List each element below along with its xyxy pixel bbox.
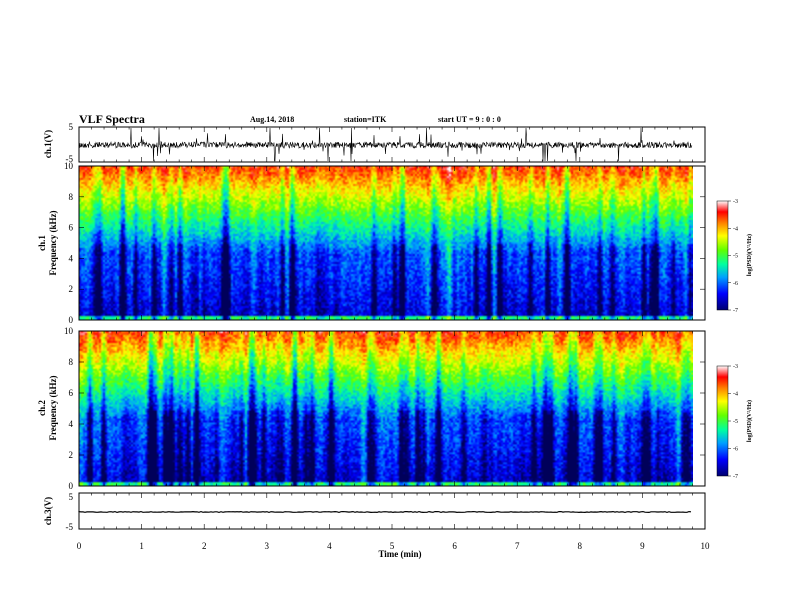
colorbar-tick-label: -3 [733,199,738,205]
time-xticks: 0 1 2 3 4 5 6 7 8 9 10 [77,541,710,551]
y-tick-label: 10 [64,161,74,171]
y-tick-label: 2 [69,450,74,460]
y-tick-label: 8 [69,357,74,367]
ch3-ytick-top: 5 [69,492,74,502]
ch1-colorbar-label: log(PSD)(V²/Hz) [746,234,753,276]
ch1-spectrogram-channel-label: ch.1 [37,235,47,251]
ch2-spectrogram-ticks [78,330,706,487]
ch1-spectrogram-yticks: 0 2 4 6 8 10 [64,161,74,325]
ch1-colorbar-ticks: -3 -4 -5 -6 -7 [728,199,738,314]
x-tick-label: 10 [701,541,711,551]
ch2-colorbar-ticks: -3 -4 -5 -6 -7 [728,364,738,480]
x-tick-label: 1 [139,541,144,551]
ch1-waveform-ylabel: ch.1(V) [43,130,53,158]
start-time-label: start UT = 9 : 0 : 0 [438,115,501,124]
figure-title: VLF Spectra [79,112,145,126]
colorbar-tick-label: -4 [733,392,738,398]
x-tick-label: 9 [640,541,645,551]
colorbar-tick-label: -5 [733,254,738,260]
y-tick-label: 8 [69,192,74,202]
colorbar-tick-label: -4 [733,226,738,232]
y-tick-label: 2 [69,284,74,294]
x-tick-label: 7 [515,541,520,551]
colorbar-tick-label: -7 [733,308,738,314]
ch1-waveform-ticks [78,127,706,162]
ch3-waveform-ylabel: ch.3(V) [43,497,53,525]
ch2-colorbar-label: log(PSD)(V²/Hz) [746,400,753,442]
ch3-waveform-line [78,510,692,514]
ch1-channel-name: ch.1 [37,235,47,251]
ch3-waveform-panel: 5 -5 ch.3(V) 0 1 2 3 4 5 6 7 8 9 10 Time (min) [43,492,710,559]
colorbar-tick-label: -5 [733,419,738,425]
y-tick-label: 0 [69,315,74,325]
station-label: station=ITK [344,115,387,124]
y-tick-label: 4 [69,419,74,429]
x-tick-label: 2 [202,541,207,551]
ch1-spectrogram-ticks [78,165,706,321]
x-tick-label: 4 [327,541,332,551]
ch1-colorbar [716,200,729,311]
time-xlabel: Time (min) [378,549,421,559]
y-tick-label: 4 [69,253,74,263]
y-tick-label: 6 [69,388,74,398]
ch1-spectrogram-heatmap [79,166,693,320]
ch1-frequency-label: Frequency (kHz) [48,210,58,275]
ch1-ytick-top: 5 [69,122,74,132]
x-tick-label: 0 [77,541,82,551]
colorbar-tick-label: -6 [733,281,738,287]
colorbar-tick-label: -7 [733,474,738,480]
x-tick-label: 3 [265,541,270,551]
y-tick-label: 6 [69,223,74,233]
y-tick-label: 0 [69,481,74,491]
ch3-ytick-bottom: -5 [66,522,74,532]
date-label: Aug.14, 2018 [250,115,294,124]
x-tick-label: 6 [452,541,457,551]
ch1-waveform-panel: 5 -5 ch.1(V) [43,122,706,164]
ch2-spectrogram-heatmap [79,331,693,486]
colorbar-tick-label: -3 [733,364,738,370]
ch3-waveform-ticks [78,493,706,529]
y-tick-label: 10 [64,326,74,336]
colorbar-tick-label: -6 [733,447,738,453]
ch2-spectrogram-yticks: 0 2 4 6 8 10 [64,326,74,491]
x-tick-label: 5 [390,541,395,551]
x-tick-label: 8 [578,541,583,551]
ch2-spectrogram-channel-label: ch.2 [37,400,47,416]
ch1-waveform-line [78,127,693,162]
ch2-colorbar [716,365,729,477]
ch1-ytick-bottom: -5 [66,154,74,164]
ch2-frequency-label: Frequency (kHz) [48,375,58,440]
